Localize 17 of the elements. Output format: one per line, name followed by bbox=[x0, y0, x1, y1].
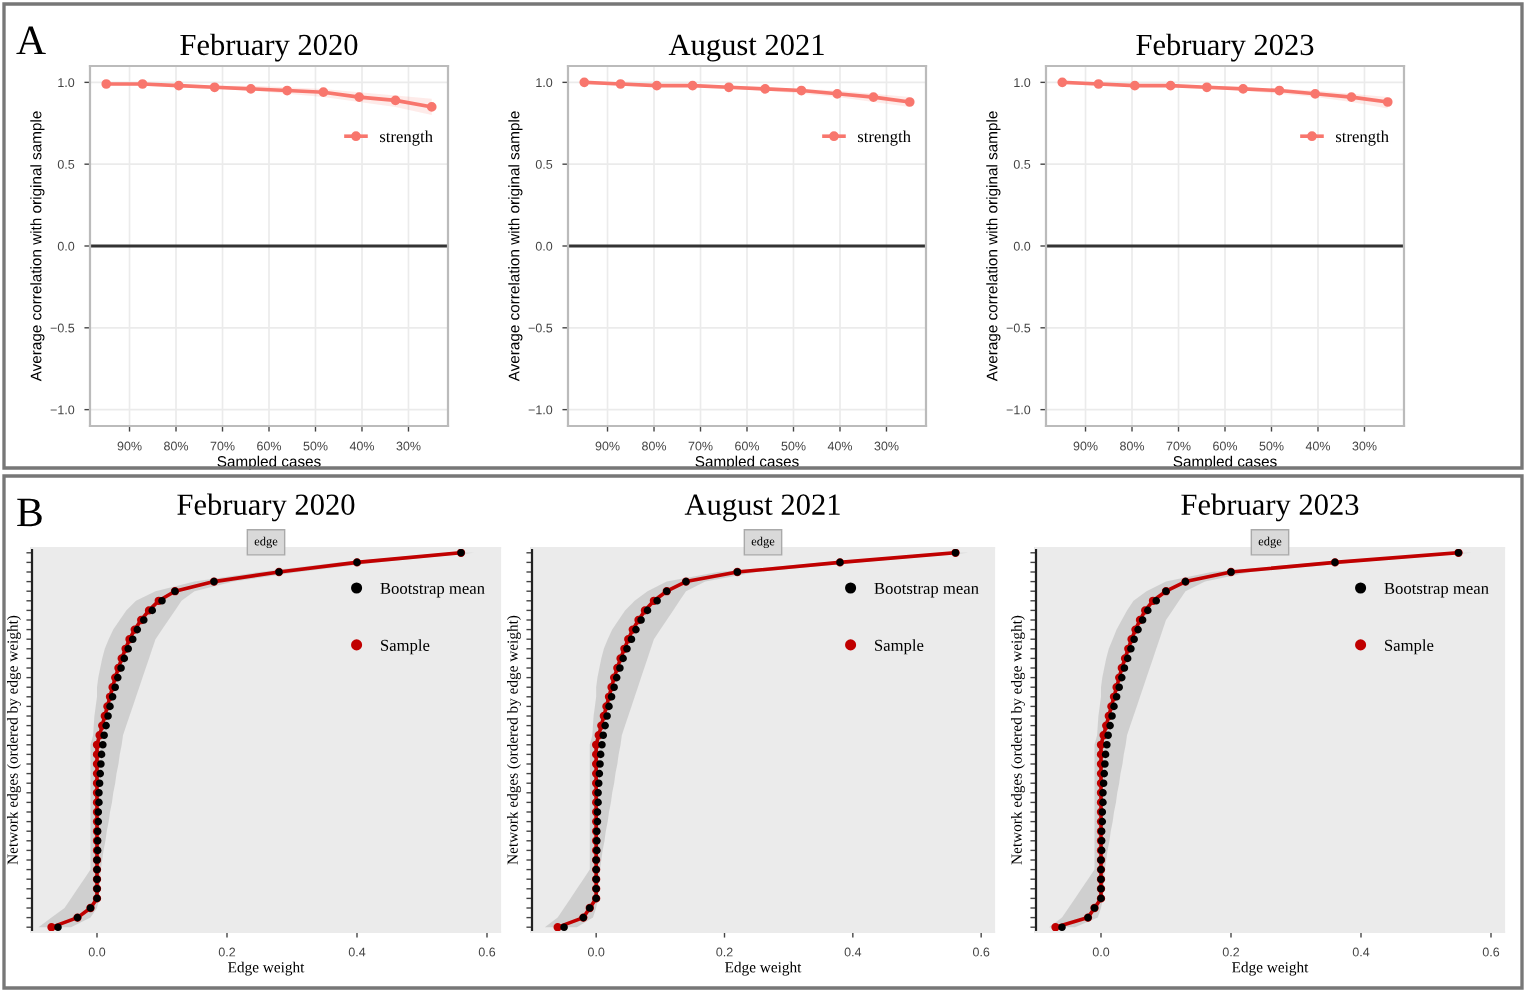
chart-title: February 2020 bbox=[177, 493, 355, 522]
legend-label: Bootstrap mean bbox=[1384, 582, 1489, 598]
chart-title: February 2023 bbox=[1136, 33, 1314, 62]
legend-label: Sample bbox=[1385, 639, 1434, 655]
chart-title: February 2020 bbox=[180, 33, 358, 62]
legend-label: strength bbox=[379, 130, 433, 146]
legend-label: strength bbox=[857, 130, 911, 146]
legend-label: Bootstrap mean bbox=[874, 582, 979, 598]
legend-label: strength bbox=[1335, 130, 1389, 146]
legend-label: Sample bbox=[381, 639, 430, 655]
chart-title: August 2021 bbox=[668, 34, 824, 62]
legend-label: Bootstrap mean bbox=[380, 582, 485, 598]
chart-title: August 2021 bbox=[684, 494, 840, 522]
chart-title: February 2023 bbox=[1181, 493, 1359, 522]
legend-label: Sample bbox=[875, 639, 924, 655]
text: B bbox=[17, 498, 42, 527]
text: A bbox=[16, 26, 46, 55]
